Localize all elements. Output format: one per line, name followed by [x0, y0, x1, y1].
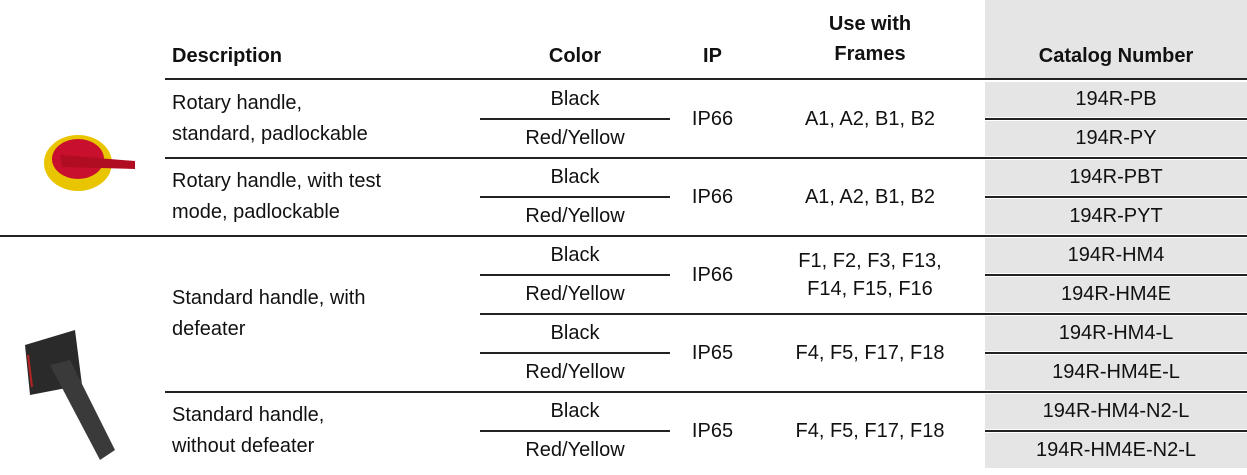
color-cell: Black [480, 392, 670, 431]
black-handle-image [20, 325, 140, 475]
frames-cell: A1, A2, B1, B2 [755, 158, 985, 236]
catalog-cell: 194R-HM4E [985, 275, 1247, 314]
color-cell: Black [480, 80, 670, 119]
ip-cell: IP65 [670, 392, 755, 470]
page: DescriptionColorIPUse with FramesCatalog… [0, 0, 1247, 474]
frames-cell: F1, F2, F3, F13, F14, F15, F16 [755, 236, 985, 314]
color-cell: Red/Yellow [480, 353, 670, 392]
header-cell: Color [480, 36, 670, 76]
ip-cell: IP66 [670, 236, 755, 314]
description-cell: Standard handle, without defeater [172, 392, 477, 470]
header-cell: Catalog Number [985, 36, 1247, 76]
description-cell: Standard handle, with defeater [172, 236, 477, 392]
catalog-cell: 194R-HM4 [985, 236, 1247, 275]
header-cell: Use with Frames [755, 2, 985, 76]
ip-cell: IP66 [670, 80, 755, 158]
catalog-cell: 194R-PY [985, 119, 1247, 158]
color-cell: Black [480, 158, 670, 197]
ip-cell: IP65 [670, 314, 755, 392]
color-cell: Red/Yellow [480, 275, 670, 314]
catalog-cell: 194R-HM4-N2-L [985, 392, 1247, 431]
header-cell: Description [172, 36, 472, 76]
catalog-cell: 194R-PBT [985, 158, 1247, 197]
color-cell: Black [480, 314, 670, 353]
catalog-cell: 194R-HM4-L [985, 314, 1247, 353]
frames-cell: F4, F5, F17, F18 [755, 392, 985, 470]
description-cell: Rotary handle, with test mode, padlockab… [172, 158, 477, 236]
rotary-handle-image [40, 125, 140, 195]
frames-cell: F4, F5, F17, F18 [755, 314, 985, 392]
catalog-cell: 194R-PB [985, 80, 1247, 119]
color-cell: Red/Yellow [480, 431, 670, 470]
ip-cell: IP66 [670, 158, 755, 236]
catalog-cell: 194R-HM4E-N2-L [985, 431, 1247, 470]
header-cell: IP [670, 36, 755, 76]
description-cell: Rotary handle, standard, padlockable [172, 80, 477, 158]
color-cell: Red/Yellow [480, 119, 670, 158]
catalog-cell: 194R-HM4E-L [985, 353, 1247, 392]
color-cell: Black [480, 236, 670, 275]
color-cell: Red/Yellow [480, 197, 670, 236]
catalog-cell: 194R-PYT [985, 197, 1247, 236]
frames-cell: A1, A2, B1, B2 [755, 80, 985, 158]
